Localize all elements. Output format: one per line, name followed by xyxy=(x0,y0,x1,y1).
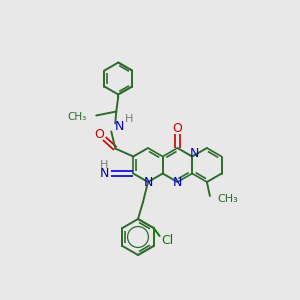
Text: CH₃: CH₃ xyxy=(217,194,238,204)
Text: N: N xyxy=(143,176,153,190)
Text: O: O xyxy=(94,128,104,141)
Text: CH₃: CH₃ xyxy=(67,112,86,122)
Text: N: N xyxy=(173,176,182,190)
Text: O: O xyxy=(172,122,182,134)
Text: N: N xyxy=(115,120,124,133)
Text: H: H xyxy=(100,160,109,170)
Text: Cl: Cl xyxy=(161,233,174,247)
Text: N: N xyxy=(100,167,109,180)
Text: H: H xyxy=(125,115,134,124)
Text: N: N xyxy=(190,147,199,160)
